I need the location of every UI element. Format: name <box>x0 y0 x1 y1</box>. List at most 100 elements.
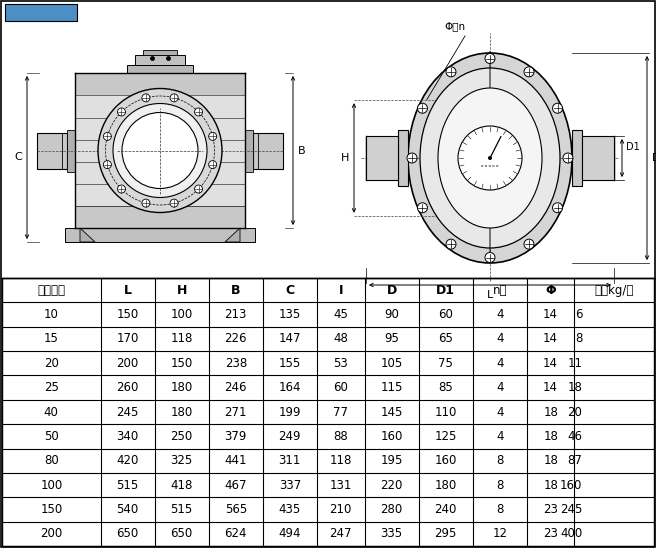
Text: 4: 4 <box>496 333 504 345</box>
Text: 311: 311 <box>279 454 301 467</box>
Text: 435: 435 <box>279 503 301 516</box>
Text: 150: 150 <box>171 357 193 370</box>
Text: 170: 170 <box>117 333 139 345</box>
Text: 250: 250 <box>171 430 193 443</box>
Ellipse shape <box>113 104 207 197</box>
Bar <box>65 228 255 242</box>
Circle shape <box>104 133 112 140</box>
Text: 85: 85 <box>438 381 453 394</box>
Text: 325: 325 <box>171 454 193 467</box>
Text: D: D <box>652 153 656 163</box>
Text: 75: 75 <box>438 357 453 370</box>
Text: 247: 247 <box>329 527 352 540</box>
Bar <box>75 73 245 95</box>
Text: 100: 100 <box>40 478 62 492</box>
Text: C: C <box>285 284 295 296</box>
Text: 90: 90 <box>384 308 399 321</box>
Text: 150: 150 <box>40 503 62 516</box>
Text: 60: 60 <box>333 381 348 394</box>
Text: 23: 23 <box>543 527 558 540</box>
Text: 245: 245 <box>117 406 139 419</box>
Text: n个: n个 <box>493 284 507 296</box>
Text: 18: 18 <box>543 430 558 443</box>
Ellipse shape <box>98 88 222 213</box>
Text: 60: 60 <box>438 308 453 321</box>
Ellipse shape <box>438 88 542 228</box>
Circle shape <box>552 103 563 113</box>
Text: H: H <box>341 153 349 163</box>
Text: 23: 23 <box>543 503 558 516</box>
Text: 180: 180 <box>434 478 457 492</box>
Text: 164: 164 <box>279 381 301 394</box>
Text: 14: 14 <box>543 381 558 394</box>
Circle shape <box>209 161 216 169</box>
Text: 271: 271 <box>224 406 247 419</box>
Text: 249: 249 <box>279 430 301 443</box>
Text: H: H <box>176 284 187 296</box>
Text: o o o o o: o o o o o <box>482 164 499 168</box>
Text: D: D <box>386 284 397 296</box>
Text: 18: 18 <box>543 454 558 467</box>
Text: 155: 155 <box>279 357 301 370</box>
Text: 515: 515 <box>171 503 193 516</box>
Circle shape <box>417 103 428 113</box>
Text: 195: 195 <box>380 454 403 467</box>
Text: 515: 515 <box>117 478 139 492</box>
Bar <box>366 136 398 180</box>
Text: L: L <box>487 290 493 300</box>
Text: 467: 467 <box>224 478 247 492</box>
Bar <box>143 50 177 55</box>
Circle shape <box>446 67 456 77</box>
Text: 87: 87 <box>567 454 583 467</box>
Text: 238: 238 <box>224 357 247 370</box>
Circle shape <box>117 185 125 193</box>
Bar <box>398 130 408 186</box>
Text: 147: 147 <box>279 333 301 345</box>
Circle shape <box>524 67 534 77</box>
Text: 公称通径: 公称通径 <box>37 284 66 296</box>
Text: 400: 400 <box>560 527 583 540</box>
Circle shape <box>142 199 150 207</box>
Text: 11: 11 <box>567 357 583 370</box>
Bar <box>37 133 67 168</box>
Bar <box>582 136 614 180</box>
Text: 4: 4 <box>496 430 504 443</box>
Text: 46: 46 <box>567 430 583 443</box>
Text: Φ－n: Φ－n <box>444 21 466 31</box>
Text: 226: 226 <box>224 333 247 345</box>
Text: 105: 105 <box>380 357 403 370</box>
Polygon shape <box>225 228 240 242</box>
Text: 8: 8 <box>496 454 503 467</box>
Bar <box>253 133 283 168</box>
Text: 240: 240 <box>434 503 457 516</box>
Text: 6: 6 <box>575 308 583 321</box>
Text: 624: 624 <box>224 527 247 540</box>
Text: 50: 50 <box>44 430 58 443</box>
Text: 118: 118 <box>171 333 193 345</box>
Text: 295: 295 <box>434 527 457 540</box>
Text: 65: 65 <box>438 333 453 345</box>
Circle shape <box>195 108 203 116</box>
Text: 160: 160 <box>380 430 403 443</box>
Ellipse shape <box>408 53 572 263</box>
Text: 337: 337 <box>279 478 301 492</box>
Text: 115: 115 <box>380 381 403 394</box>
Bar <box>5 4 77 21</box>
Circle shape <box>524 239 534 249</box>
Text: 100: 100 <box>171 308 193 321</box>
Text: C: C <box>14 152 22 163</box>
Text: 199: 199 <box>279 406 301 419</box>
Circle shape <box>446 239 456 249</box>
Text: 160: 160 <box>434 454 457 467</box>
Text: 245: 245 <box>560 503 583 516</box>
Text: 4: 4 <box>496 357 504 370</box>
Circle shape <box>417 203 428 213</box>
Circle shape <box>142 94 150 102</box>
Text: 420: 420 <box>117 454 139 467</box>
Ellipse shape <box>420 68 560 248</box>
Text: 4: 4 <box>496 308 504 321</box>
Text: 77: 77 <box>333 406 348 419</box>
Text: 18: 18 <box>543 478 558 492</box>
Text: L: L <box>123 284 132 296</box>
Circle shape <box>488 156 492 160</box>
